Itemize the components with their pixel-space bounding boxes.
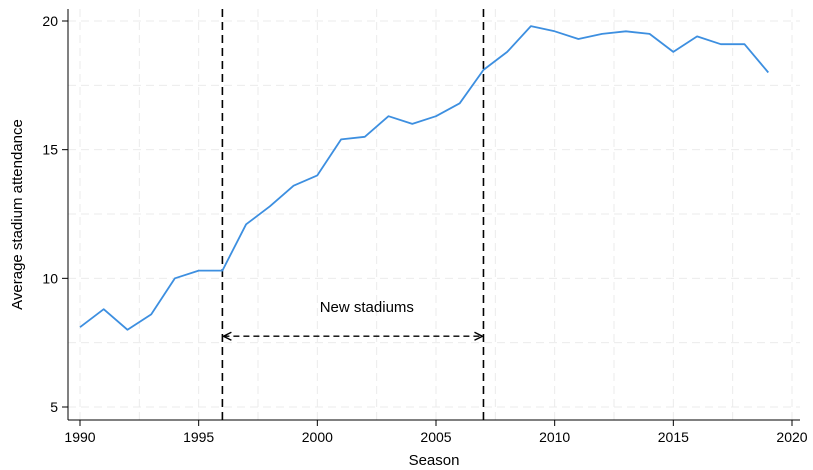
annotation-layer: New stadiums bbox=[221, 299, 485, 341]
x-tick-label: 1990 bbox=[64, 429, 95, 445]
y-tick-label: 10 bbox=[42, 270, 58, 286]
x-tick-label: 2005 bbox=[420, 429, 451, 445]
arrow-head-left bbox=[221, 331, 232, 341]
y-tick-label: 20 bbox=[42, 13, 58, 29]
reference-lines bbox=[221, 9, 485, 420]
grid-lines bbox=[68, 9, 800, 420]
x-tick-label: 1995 bbox=[183, 429, 214, 445]
arrow-head-right bbox=[474, 331, 485, 341]
y-tick-label: 15 bbox=[42, 142, 58, 158]
x-tick-label: 2000 bbox=[302, 429, 333, 445]
y-axis-title: Average stadium attendance bbox=[9, 119, 26, 310]
series-line bbox=[79, 25, 769, 331]
series-layer bbox=[79, 25, 769, 331]
x-axis-title: Season bbox=[409, 452, 460, 469]
x-tick-label: 2020 bbox=[776, 429, 807, 445]
axes: 1990 1995 2000 2005 2010 2015 2020 5 10 15 20 bbox=[42, 9, 808, 445]
x-tick-label: 2010 bbox=[539, 429, 570, 445]
y-tick-label: 5 bbox=[50, 399, 58, 415]
x-tick-label: 2015 bbox=[658, 429, 689, 445]
annotation-new-stadiums: New stadiums bbox=[320, 299, 414, 316]
